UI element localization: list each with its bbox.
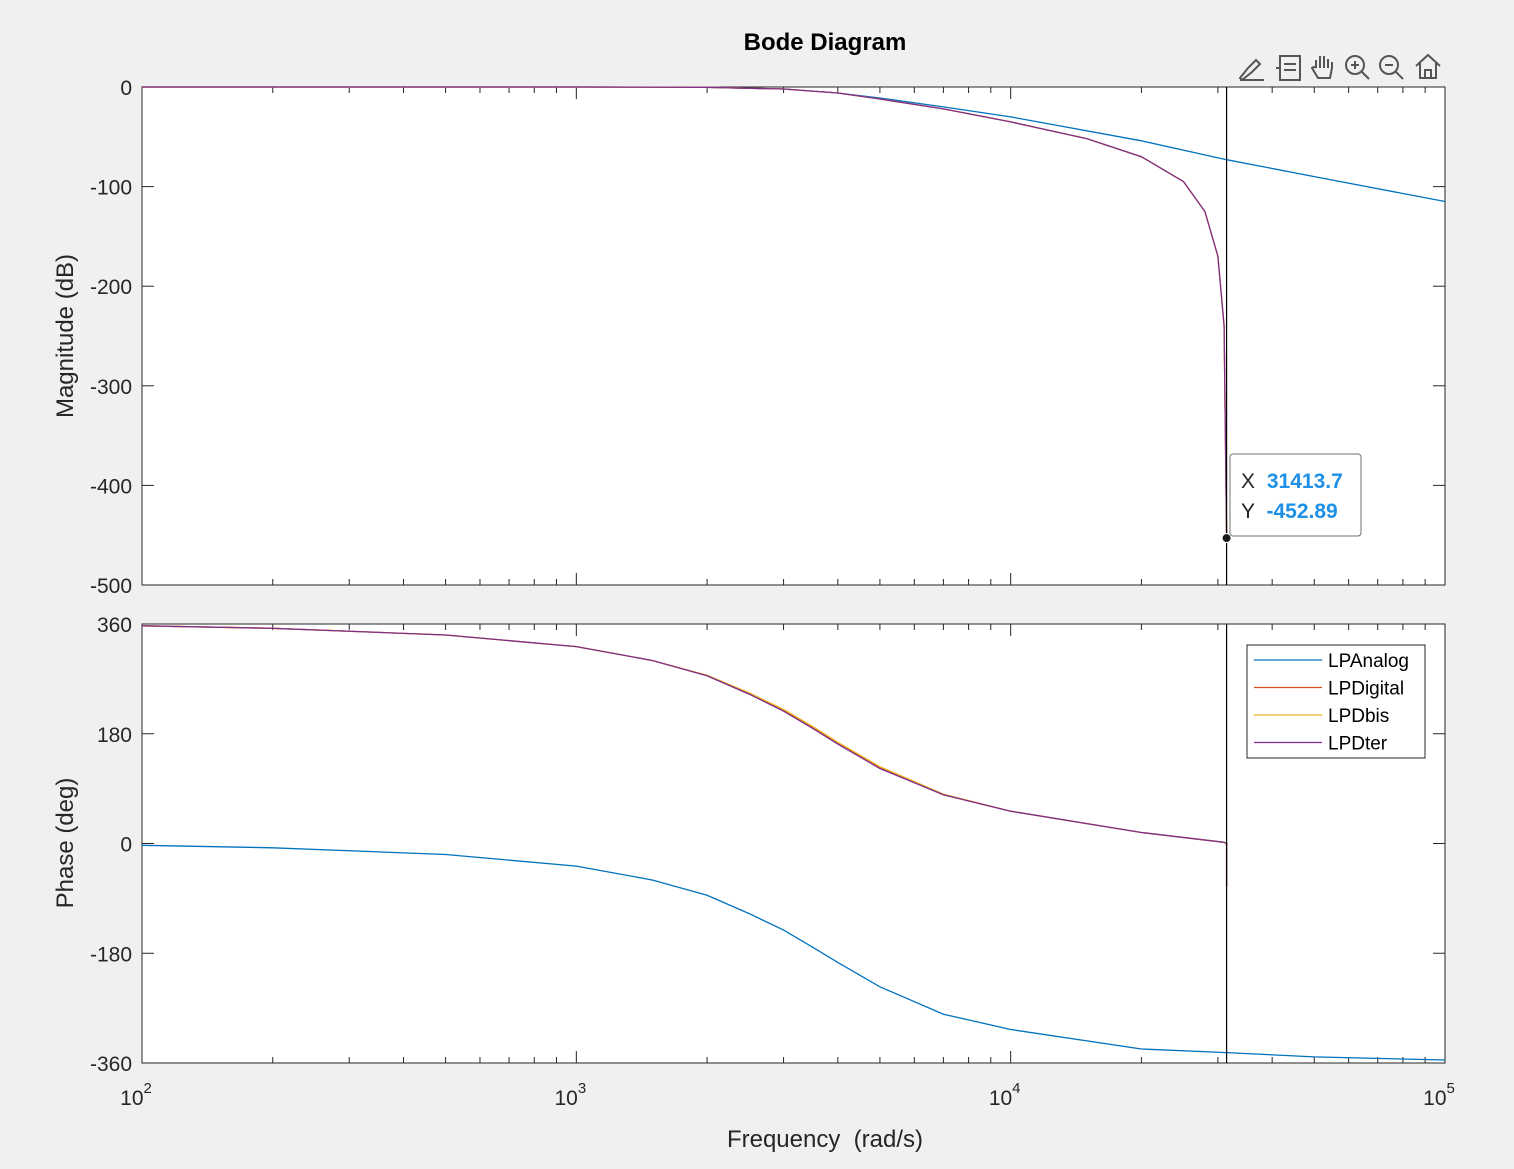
x-tick-label: 103: [554, 1080, 586, 1110]
legend[interactable]: LPAnalog LPDigital LPDbis LPDter: [1246, 644, 1426, 759]
legend-label-lpdigital: LPDigital: [1328, 679, 1404, 700]
x-tick-label: 102: [120, 1080, 152, 1110]
legend-label-lpdter: LPDter: [1328, 734, 1388, 755]
chart-title: Bode Diagram: [744, 29, 907, 56]
series-line-lpdter[interactable]: [142, 86, 1228, 539]
datatip-box: [1229, 453, 1362, 537]
y-tick-label: 0: [120, 834, 132, 857]
y-tick-label: -400: [90, 475, 132, 498]
home-icon[interactable]: [1415, 53, 1441, 79]
frequency-xlabel: Frequency (rad/s): [727, 1126, 923, 1153]
pan-icon[interactable]: [1310, 56, 1333, 79]
phase-ylabel: Phase (deg): [52, 778, 79, 909]
y-tick-label: -360: [90, 1053, 132, 1076]
legend-box: [1246, 644, 1426, 759]
series-line-lpanalog[interactable]: [141, 844, 1446, 1061]
y-tick-label: 0: [120, 77, 132, 100]
svg-text:Y -452.89: Y -452.89: [1241, 500, 1338, 523]
y-tick-label: -200: [90, 276, 132, 299]
datatip-y-label: Y: [1241, 500, 1255, 523]
datatip-x-value: 31413.7: [1267, 470, 1343, 493]
y-tick-label: 180: [97, 724, 132, 747]
y-tick-label: -300: [90, 376, 132, 399]
datatip-x-label: X: [1241, 470, 1255, 493]
legend-label-lpdbis: LPDbis: [1328, 706, 1389, 727]
zoom-in-icon[interactable]: [1345, 55, 1370, 80]
x-tick-label: 105: [1423, 1080, 1455, 1110]
series-line-lpdter[interactable]: [141, 625, 1228, 887]
y-tick-label: -500: [90, 575, 132, 598]
zoom-out-icon[interactable]: [1379, 55, 1404, 80]
svg-text:X 31413.7: X 31413.7: [1241, 470, 1343, 493]
magnitude-axes[interactable]: [141, 86, 1446, 586]
legend-label-lpanalog: LPAnalog: [1328, 651, 1409, 672]
phase-series: [141, 625, 1446, 1061]
y-tick-label: 360: [97, 614, 132, 637]
datatip-icon[interactable]: [1276, 55, 1301, 81]
x-tick-label: 104: [989, 1080, 1021, 1110]
y-tick-label: -100: [90, 177, 132, 200]
y-tick-label: -180: [90, 943, 132, 966]
datatip-y-value: -452.89: [1266, 500, 1337, 523]
datatip[interactable]: X 31413.7 Y -452.89: [1221, 453, 1362, 544]
datatip-marker[interactable]: [1221, 533, 1232, 544]
phase-axes[interactable]: [141, 623, 1446, 1064]
magnitude-ticks: 0 -100 -200 -300 -400 -500: [90, 77, 1446, 598]
brush-icon[interactable]: [1238, 58, 1264, 82]
phase-ticks: 360 180 0 -180 -360 102 103 104 105: [90, 614, 1455, 1110]
magnitude-ylabel: Magnitude (dB): [52, 254, 79, 418]
axes-toolbar: [1238, 53, 1441, 82]
